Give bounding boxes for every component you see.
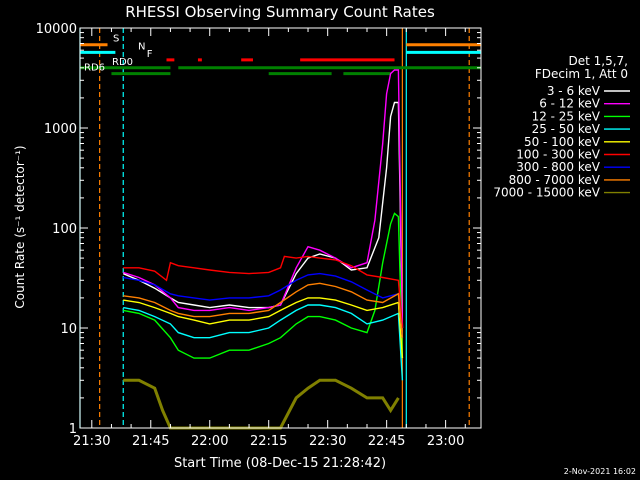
- state-bar-label-RD6: RD6: [84, 63, 105, 74]
- series-line-6: [123, 272, 404, 338]
- y-tick-label-1: 10: [60, 322, 77, 337]
- legend-entry-label-2: 12 - 25 keV: [532, 109, 601, 123]
- y-axis-label: Count Rate (s⁻¹ detector⁻¹): [13, 145, 27, 308]
- y-tick-label-2: 100: [52, 222, 77, 237]
- legend-entry-label-0: 3 - 6 keV: [547, 84, 601, 98]
- legend-header-line-1: Det 1,5,7,: [569, 54, 629, 68]
- y-tick-label-4: 10000: [36, 22, 77, 37]
- x-tick-label-0: 21:30: [73, 434, 110, 449]
- legend-header-line-2: FDecim 1, Att 0: [535, 67, 628, 81]
- chart-title: RHESSI Observing Summary Count Rates: [125, 3, 435, 21]
- legend-entry-label-4: 50 - 100 keV: [524, 135, 601, 149]
- state-bar-label-S: S: [113, 34, 119, 45]
- y-tick-label-3: 1000: [44, 122, 77, 137]
- x-tick-label-6: 23:00: [427, 434, 464, 449]
- state-bar-label-N: N: [138, 41, 145, 52]
- state-bar-label-RD0: RD0: [112, 57, 133, 68]
- legend-entry-label-3: 25 - 50 keV: [532, 122, 601, 136]
- series-line-1: [122, 69, 404, 329]
- series-line-8: [123, 378, 400, 430]
- date-stamp: 2-Nov-2021 16:02: [564, 467, 636, 476]
- series-line-3: [123, 304, 404, 381]
- x-tick-label-1: 21:45: [132, 434, 169, 449]
- legend-entry-label-7: 800 - 7000 keV: [509, 173, 601, 187]
- legend-entry-label-5: 100 - 300 keV: [516, 148, 600, 162]
- x-tick-label-3: 22:15: [250, 434, 287, 449]
- plot-area: S NF RD0 RD6: [79, 28, 481, 430]
- series-line-4: [123, 297, 404, 359]
- x-tick-label-4: 22:30: [309, 434, 346, 449]
- series-line-2: [123, 212, 404, 359]
- legend-entry-label-8: 7000 - 15000 keV: [493, 186, 600, 200]
- series-line-5: [123, 255, 404, 329]
- axes: 1 10 100 1000 10000 21:30 21:45 22:00 22:15 22:30…: [36, 22, 482, 449]
- series-line-7: [123, 282, 404, 338]
- series-line-0: [122, 101, 404, 329]
- legend-entry-label-1: 6 - 12 keV: [539, 97, 601, 111]
- legend-entry-label-6: 300 - 800 keV: [516, 160, 600, 174]
- x-tick-label-2: 22:00: [191, 434, 228, 449]
- state-bar-label-F: F: [147, 49, 153, 60]
- x-axis-label: Start Time (08-Dec-15 21:28:42): [174, 456, 386, 471]
- y-tick-label-0: 1: [69, 422, 77, 437]
- x-tick-label-5: 22:45: [368, 434, 405, 449]
- plot-frame: [79, 27, 482, 429]
